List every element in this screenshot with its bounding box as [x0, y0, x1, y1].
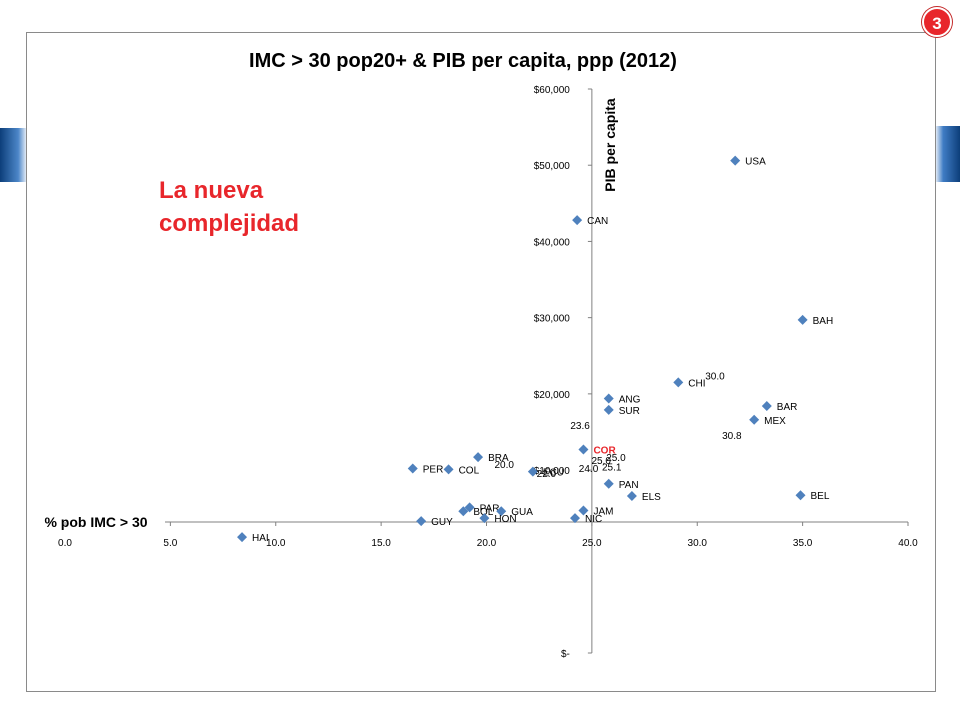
x-tick-label: 15.0	[371, 538, 391, 549]
point-label-cor: COR	[593, 446, 616, 457]
x-tick-label: 25.0	[582, 538, 602, 549]
data-point-ang	[603, 393, 614, 404]
value-label: 25.0	[606, 453, 626, 464]
data-point-par	[464, 502, 475, 513]
point-label-mex: MEX	[764, 416, 786, 427]
y-tick-label: $10,000	[534, 466, 571, 477]
data-point-ecu	[527, 466, 538, 477]
point-label-sur: SUR	[619, 406, 640, 417]
x-tick-label: 40.0	[898, 538, 918, 549]
x-tick-label: 30.0	[688, 538, 708, 549]
point-label-per: PER	[423, 465, 444, 476]
data-point-usa	[730, 155, 741, 166]
value-label: 25.0	[591, 456, 611, 467]
data-point-cor	[578, 444, 589, 455]
header-band-right	[936, 126, 960, 182]
y-tick-label: $20,000	[534, 390, 571, 401]
x-tick-label: 20.0	[477, 538, 497, 549]
slide-number-badge: 3	[922, 7, 952, 37]
y-tick-label: $60,000	[534, 85, 571, 96]
data-point-nic	[570, 513, 581, 524]
data-point-bel	[795, 490, 806, 501]
data-point-bol	[458, 506, 469, 517]
point-label-hon: HON	[494, 514, 516, 525]
point-label-ang: ANG	[619, 394, 641, 405]
data-point-jam	[578, 505, 589, 516]
point-label-ecu: ECU	[543, 468, 564, 479]
value-label: 20.0	[495, 460, 515, 471]
point-label-bra: BRA	[488, 453, 509, 464]
value-label: 25.1	[602, 462, 622, 473]
data-point-els	[626, 490, 637, 501]
data-point-guy	[416, 516, 427, 527]
data-point-bar	[761, 401, 772, 412]
value-label: 22.0	[537, 469, 557, 480]
data-point-chi	[673, 377, 684, 388]
x-axis-label: % pob IMC > 30	[44, 514, 147, 530]
data-point-hon	[479, 513, 490, 524]
point-label-guy: GUY	[431, 517, 453, 528]
value-label: 23.6	[570, 421, 590, 432]
point-label-bol: BOL	[473, 507, 493, 518]
data-point-pan	[603, 478, 614, 489]
data-point-hai	[237, 532, 248, 543]
data-point-mex	[749, 414, 760, 425]
data-point-bah	[797, 314, 808, 325]
chart-frame	[26, 32, 936, 692]
value-label: 30.0	[705, 372, 725, 383]
y-tick-label: $50,000	[534, 161, 571, 172]
data-point-per	[407, 463, 418, 474]
tagline: La nueva complejidad	[159, 174, 359, 240]
point-label-col: COL	[459, 465, 480, 476]
point-label-par: PAR	[480, 503, 500, 514]
data-point-can	[572, 215, 583, 226]
data-point-bra	[473, 452, 484, 463]
x-tick-label: 5.0	[163, 538, 177, 549]
y-axis-label: PIB per capita	[602, 98, 618, 192]
y-tick-label: $30,000	[534, 314, 571, 325]
point-label-pan: PAN	[619, 480, 639, 491]
point-label-bar: BAR	[777, 402, 798, 413]
point-label-jam: JAM	[593, 506, 613, 517]
data-point-col	[443, 464, 454, 475]
y-tick-label: $40,000	[534, 237, 571, 248]
x-tick-label: 0.0	[58, 538, 72, 549]
y-tick-label: $-	[561, 649, 570, 660]
point-label-hai: HAI	[252, 533, 269, 544]
value-label: 30.8	[722, 431, 742, 442]
point-label-bel: BEL	[811, 491, 830, 502]
header-band-left	[0, 128, 26, 182]
tagline-line-2: complejidad	[159, 210, 300, 237]
point-label-nic: NIC	[585, 514, 602, 525]
tagline-line-1: La nueva	[159, 177, 264, 204]
point-label-els: ELS	[642, 492, 661, 503]
chart-title: IMC > 30 pop20+ & PIB per capita, ppp (2…	[249, 50, 677, 72]
x-tick-label: 10.0	[266, 538, 286, 549]
point-label-can: CAN	[587, 216, 608, 227]
data-point-sur	[603, 404, 614, 415]
value-label: 24.0	[579, 464, 599, 475]
point-label-chi: CHI	[688, 378, 705, 389]
point-label-usa: USA	[745, 157, 766, 168]
x-tick-label: 35.0	[793, 538, 813, 549]
point-label-gua: GUA	[511, 507, 533, 518]
point-label-bah: BAH	[813, 316, 834, 327]
data-point-gua	[496, 506, 507, 517]
